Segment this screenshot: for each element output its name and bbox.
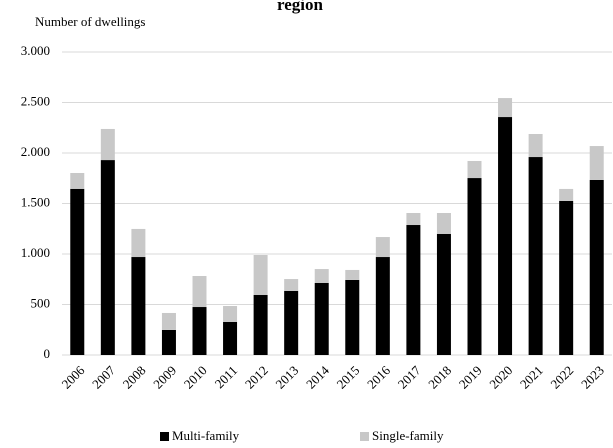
bar-segment xyxy=(314,269,329,283)
x-tick-label: 2015 xyxy=(334,363,363,392)
bar-segment xyxy=(131,228,146,258)
bar-segment xyxy=(100,128,115,161)
chart-title: region xyxy=(277,0,324,14)
bar-segment xyxy=(192,276,207,308)
bar-segment xyxy=(436,212,451,235)
x-tick-label: 2021 xyxy=(517,363,546,392)
bar-segment xyxy=(253,255,268,296)
bar-segment xyxy=(589,146,604,180)
bar-segment xyxy=(70,172,85,189)
y-tick-label: 0 xyxy=(44,346,51,361)
y-tick-label: 2.500 xyxy=(21,93,50,108)
y-tick-label: 3.000 xyxy=(21,43,50,58)
bar-segment xyxy=(70,188,85,355)
bar-segment xyxy=(161,312,176,330)
bar-segment xyxy=(589,179,604,355)
x-tick-label: 2006 xyxy=(59,362,88,391)
bar-segment xyxy=(375,237,390,258)
bar-segment xyxy=(345,279,360,355)
bar-segment xyxy=(528,134,543,158)
bar-segment xyxy=(406,225,421,355)
x-tick-label: 2020 xyxy=(486,363,515,392)
bar-segment xyxy=(528,157,543,355)
x-tick-label: 2010 xyxy=(181,363,210,392)
bar-segment xyxy=(436,234,451,355)
bar-segment xyxy=(314,282,329,355)
bar-segment xyxy=(498,117,513,355)
x-tick-label: 2016 xyxy=(364,362,393,391)
x-tick-label: 2022 xyxy=(547,363,576,392)
legend-label: Single-family xyxy=(372,428,444,443)
x-tick-label: 2014 xyxy=(303,362,332,391)
bar-segment xyxy=(253,295,268,355)
x-tick-label: 2018 xyxy=(425,363,454,392)
bar-segment xyxy=(161,329,176,355)
legend-swatch xyxy=(360,432,369,441)
y-tick-label: 500 xyxy=(31,295,51,310)
x-tick-label: 2012 xyxy=(242,363,271,392)
bar-segment xyxy=(467,160,482,179)
x-tick-label: 2013 xyxy=(272,363,301,392)
bar-segment xyxy=(100,160,115,355)
x-tick-label: 2008 xyxy=(120,363,149,392)
bar-segment xyxy=(559,200,574,355)
bar-segment xyxy=(223,306,238,322)
bar-segment xyxy=(345,269,360,280)
legend-swatch xyxy=(160,432,169,441)
legend-label: Multi-family xyxy=(172,428,240,443)
y-tick-label: 1.000 xyxy=(21,245,50,260)
bar-segment xyxy=(284,290,299,355)
bar-segment xyxy=(375,257,390,355)
bar-segment xyxy=(192,307,207,355)
x-tick-label: 2019 xyxy=(456,363,485,392)
y-axis-label: Number of dwellings xyxy=(35,14,145,29)
x-tick-label: 2011 xyxy=(212,363,241,392)
bar-segment xyxy=(131,257,146,355)
x-tick-label: 2009 xyxy=(150,363,179,392)
x-tick-label: 2023 xyxy=(578,363,607,392)
bar-segment xyxy=(559,188,574,201)
y-tick-label: 1.500 xyxy=(21,194,50,209)
bar-segment xyxy=(284,279,299,291)
y-tick-label: 2.000 xyxy=(21,144,50,159)
bar-segment xyxy=(498,98,513,118)
bar-segment xyxy=(467,178,482,355)
x-tick-label: 2007 xyxy=(89,362,118,391)
bar-segment xyxy=(223,321,238,355)
bar-segment xyxy=(406,212,421,226)
x-tick-label: 2017 xyxy=(395,362,424,391)
